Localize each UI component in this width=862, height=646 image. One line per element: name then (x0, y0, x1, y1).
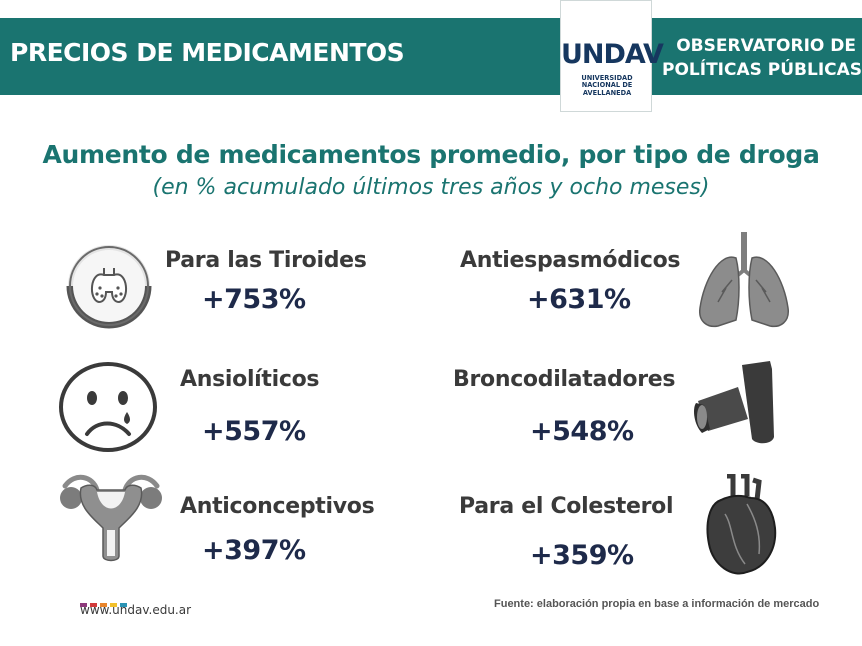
category-value: +548% (530, 416, 634, 447)
observatory-line: POLÍTICAS PÚBLICAS (662, 60, 862, 80)
logo-subtitle: UNIVERSIDAD NACIONAL DE AVELLANEDA (561, 74, 653, 97)
category-label: Ansiolíticos (180, 367, 320, 392)
brand-color-dots (80, 594, 130, 612)
observatory-label: OBSERVATORIO DE POLÍTICAS PÚBLICAS (662, 34, 862, 82)
category-value: +397% (202, 535, 306, 566)
source-note: Fuente: elaboración propia en base a inf… (494, 598, 820, 610)
brand-dot (110, 603, 117, 607)
category-value: +631% (527, 284, 631, 315)
lungs-icon (699, 232, 789, 328)
sad-face-icon (59, 362, 157, 452)
website-link[interactable]: www.undav.edu.ar (80, 603, 192, 617)
category-value: +753% (202, 284, 306, 315)
category-label: Para el Colesterol (459, 494, 674, 519)
thyroid-icon (66, 245, 152, 329)
logo-sub-line: AVELLANEDA (582, 88, 632, 97)
page-title: PRECIOS DE MEDICAMENTOS (10, 38, 405, 67)
brand-dot (100, 603, 107, 607)
category-value: +359% (530, 540, 634, 571)
category-label: Antiespasmódicos (460, 248, 681, 273)
category-value: +557% (202, 416, 306, 447)
logo-sub-line: NACIONAL DE (581, 81, 633, 90)
logo-sub-line: UNIVERSIDAD (581, 74, 633, 82)
logo-mark: UNDAV (561, 39, 664, 70)
category-label: Para las Tiroides (165, 248, 367, 273)
brand-dot (90, 603, 97, 607)
inhaler-icon (694, 361, 774, 444)
observatory-line: OBSERVATORIO DE (676, 36, 856, 56)
uterus-icon (60, 474, 162, 562)
chart-title: Aumento de medicamentos promedio, por ti… (42, 140, 820, 169)
category-label: Anticonceptivos (180, 494, 375, 519)
brand-dot (120, 603, 127, 607)
heart-icon (706, 474, 777, 575)
undav-logo: UNDAV UNIVERSIDAD NACIONAL DE AVELLANEDA (560, 0, 664, 112)
brand-dot (80, 603, 87, 607)
header-bar (0, 18, 862, 95)
chart-subtitle: (en % acumulado últimos tres años y ocho… (152, 175, 710, 200)
category-label: Broncodilatadores (453, 367, 676, 392)
